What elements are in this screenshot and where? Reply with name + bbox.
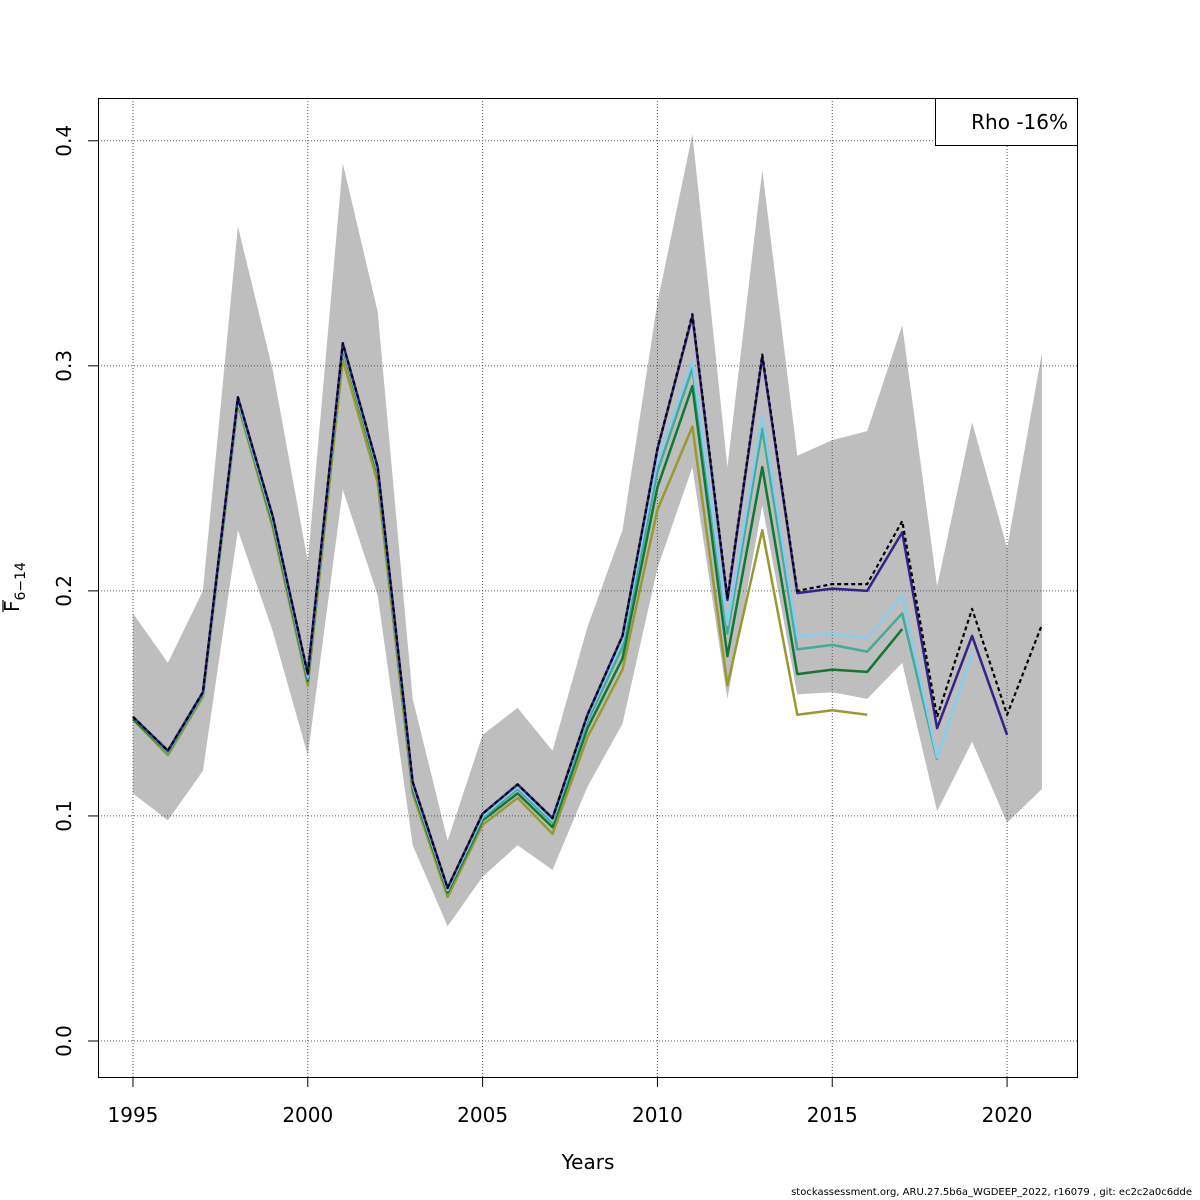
- y-tick-label: 0.4: [52, 125, 76, 157]
- y-axis-title: F6−14: [0, 562, 29, 612]
- y-axis-title-subscript: 6−14: [13, 562, 29, 601]
- plot-frame: [98, 98, 1078, 1078]
- x-tick-label: 1995: [108, 1103, 159, 1127]
- legend-box: Rho -16%: [935, 98, 1078, 146]
- confidence-band-layer: [133, 134, 1042, 927]
- y-tick-label: 0.1: [52, 800, 76, 832]
- confidence-band: [133, 134, 1042, 927]
- x-tick-label: 2020: [982, 1103, 1033, 1127]
- x-axis-title: Years: [561, 1150, 615, 1174]
- y-tick-label: 0.2: [52, 575, 76, 607]
- series-line-reference: [132, 313, 1044, 890]
- x-axis: 1995 2000 2005 2010 2015 2020: [108, 1077, 1033, 1127]
- y-tick-label: 0.0: [52, 1025, 76, 1057]
- x-tick-label: 2000: [282, 1103, 333, 1127]
- series-layer: [132, 313, 1044, 899]
- x-tick-label: 2005: [457, 1103, 508, 1127]
- svg-text:F6−14: F6−14: [0, 562, 29, 612]
- legend-rho-text: Rho -16%: [971, 110, 1068, 134]
- y-axis: 0.0 0.1 0.2 0.3 0.4: [52, 125, 98, 1057]
- y-tick-label: 0.3: [52, 350, 76, 382]
- x-tick-label: 2010: [632, 1103, 683, 1127]
- legend-frame: [935, 98, 1078, 146]
- footer-source-note: stockassessment.org, ARU.27.5b6a_WGDEEP_…: [791, 1187, 1192, 1198]
- y-axis-title-main: F: [0, 600, 24, 612]
- grid-layer: [98, 98, 1077, 1077]
- x-tick-label: 2015: [807, 1103, 858, 1127]
